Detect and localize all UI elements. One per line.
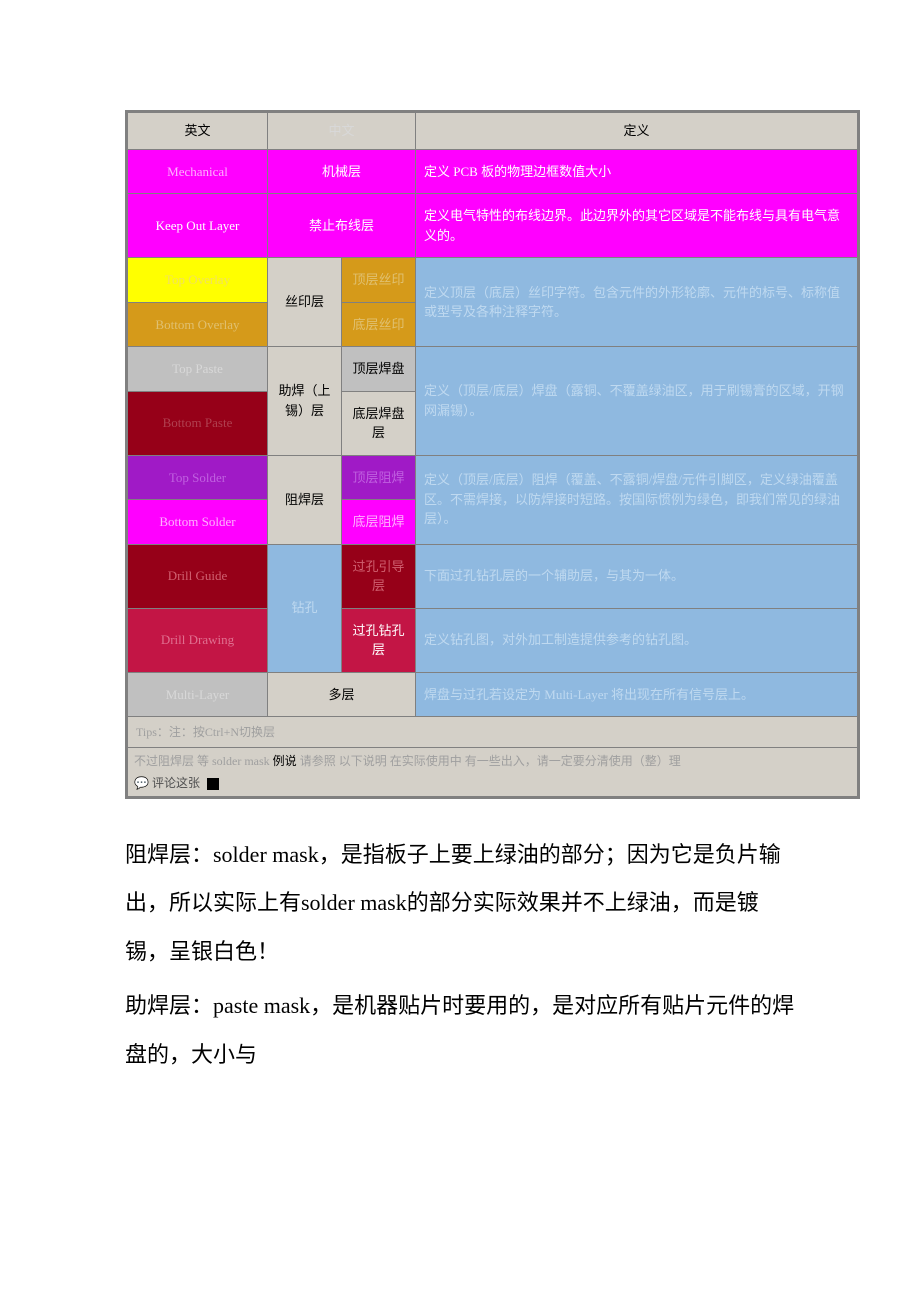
cell-def: 定义（顶层/底层）阻焊（覆盖、不露铜/焊盘/元件引脚区，定义绿油覆盖区。不需焊接… xyxy=(416,455,858,544)
comment-label[interactable]: 评论这张 xyxy=(152,776,200,790)
cell-en: Top Paste xyxy=(128,347,268,392)
cell-en: Multi-Layer xyxy=(128,672,268,717)
cell-def: 下面过孔钻孔层的一个辅助层，与其为一体。 xyxy=(416,544,858,608)
cell-def: 定义顶层（底层）丝印字符。包含元件的外形轮廓、元件的标号、标称值或型号及各种注释… xyxy=(416,258,858,347)
cell-def: 定义钻孔图，对外加工制造提供参考的钻孔图。 xyxy=(416,608,858,672)
table-row: Multi-Layer多层焊盘与过孔若设定为 Multi-Layer 将出现在所… xyxy=(128,672,858,717)
body-text: 阻焊层：solder mask，是指板子上要上绿油的部分；因为它是负片输出，所以… xyxy=(125,831,795,1079)
cell-cn: 阻焊层 xyxy=(268,455,342,544)
cell-cn: 机械层 xyxy=(268,149,416,194)
cell-cn2: 过孔钻孔层 xyxy=(342,608,416,672)
cell-cn: 禁止布线层 xyxy=(268,194,416,258)
cell-cn2: 顶层阻焊 xyxy=(342,455,416,500)
table-row: Top Overlay丝印层顶层丝印定义顶层（底层）丝印字符。包含元件的外形轮廓… xyxy=(128,258,858,303)
cell-en: Keep Out Layer xyxy=(128,194,268,258)
comment-icon: 💬 xyxy=(134,776,152,790)
header-def: 定义 xyxy=(416,113,858,150)
cell-en: Bottom Overlay xyxy=(128,302,268,347)
table-row: Drill Guide钻孔过孔引导层下面过孔钻孔层的一个辅助层，与其为一体。 xyxy=(128,544,858,608)
pcb-layers-table: 英文中文定义Mechanical机械层定义 PCB 板的物理边框数值大小Keep… xyxy=(125,110,860,799)
cell-cn2: 顶层焊盘 xyxy=(342,347,416,392)
paragraph-1: 阻焊层：solder mask，是指板子上要上绿油的部分；因为它是负片输出，所以… xyxy=(125,831,795,976)
cell-cn: 丝印层 xyxy=(268,258,342,347)
cell-en: Bottom Paste xyxy=(128,391,268,455)
cell-en: Bottom Solder xyxy=(128,500,268,545)
cell-cn: 多层 xyxy=(268,672,416,717)
table-row: Keep Out Layer禁止布线层定义电气特性的布线边界。此边界外的其它区域… xyxy=(128,194,858,258)
cell-cn2: 顶层丝印 xyxy=(342,258,416,303)
cell-en: Top Solder xyxy=(128,455,268,500)
cell-en: Top Overlay xyxy=(128,258,268,303)
cell-def: 定义（顶层/底层）焊盘（露铜、不覆盖绿油区，用于刷锡膏的区域，开钢网漏锡）。 xyxy=(416,347,858,456)
cell-en: Drill Guide xyxy=(128,544,268,608)
cell-cn2: 底层阻焊 xyxy=(342,500,416,545)
cell-cn2: 底层焊盘层 xyxy=(342,391,416,455)
header-cn: 中文 xyxy=(268,113,416,150)
cell-cn2: 过孔引导层 xyxy=(342,544,416,608)
cell-def: 定义电气特性的布线边界。此边界外的其它区域是不能布线与具有电气意义的。 xyxy=(416,194,858,258)
cell-def: 焊盘与过孔若设定为 Multi-Layer 将出现在所有信号层上。 xyxy=(416,672,858,717)
table-row: Top Solder阻焊层顶层阻焊定义（顶层/底层）阻焊（覆盖、不露铜/焊盘/元… xyxy=(128,455,858,500)
table-row: Top Paste助焊（上锡）层顶层焊盘定义（顶层/底层）焊盘（露铜、不覆盖绿油… xyxy=(128,347,858,392)
cell-en: Drill Drawing xyxy=(128,608,268,672)
square-icon xyxy=(207,778,219,790)
cell-cn: 助焊（上锡）层 xyxy=(268,347,342,456)
comment-bar[interactable]: 💬 评论这张 xyxy=(134,774,851,792)
cell-en: Mechanical xyxy=(128,149,268,194)
paragraph-2: 助焊层：paste mask，是机器贴片时要用的，是对应所有贴片元件的焊盘的，大… xyxy=(125,982,795,1079)
cell-def: 定义 PCB 板的物理边框数值大小 xyxy=(416,149,858,194)
footer1: Tips：注：按Ctrl+N切换层 xyxy=(128,717,858,748)
table-row: Drill Drawing 过孔钻孔层定义钻孔图，对外加工制造提供参考的钻孔图。 xyxy=(128,608,858,672)
cell-cn: 钻孔 xyxy=(268,544,342,672)
table-row: Mechanical机械层定义 PCB 板的物理边框数值大小 xyxy=(128,149,858,194)
cell-cn2: 底层丝印 xyxy=(342,302,416,347)
header-en: 英文 xyxy=(128,113,268,150)
footer2: 不过阻焊层 等 solder mask 例说 请参照 以下说明 在实际使用中 有… xyxy=(128,748,858,797)
